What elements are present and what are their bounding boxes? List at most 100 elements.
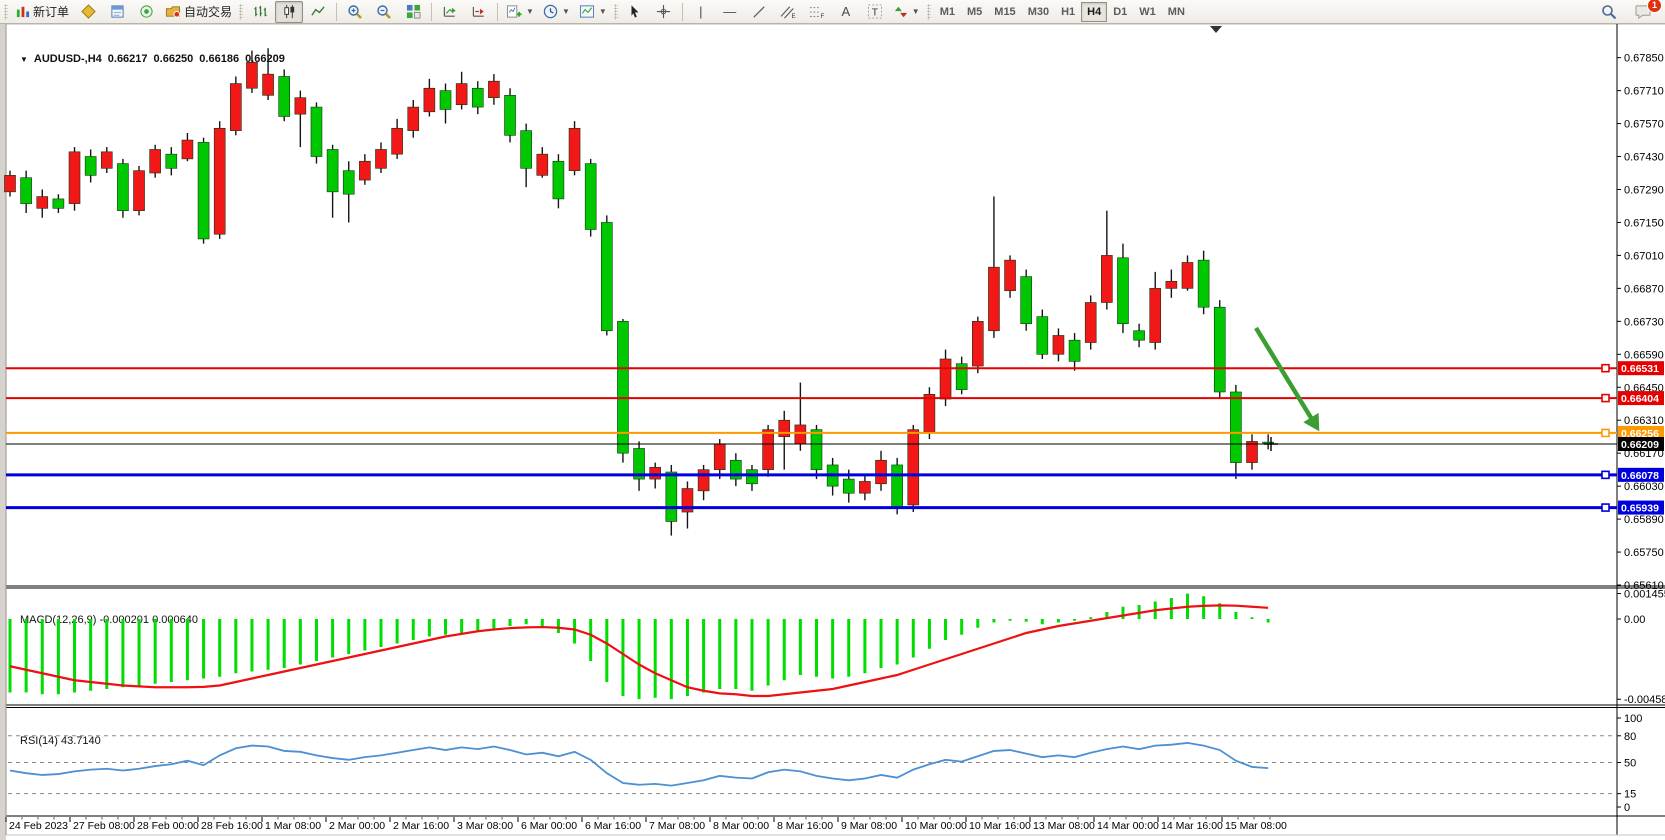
trendline-icon <box>753 5 765 18</box>
timeframe-mn-button[interactable]: MN <box>1167 5 1185 18</box>
line-handle[interactable] <box>1601 393 1610 403</box>
candle <box>294 97 307 115</box>
candle <box>1117 257 1129 324</box>
hline-icon: — <box>723 4 737 19</box>
candle-chart-type-button[interactable] <box>275 0 304 23</box>
macd-signal-line <box>9 604 1269 698</box>
price-tick-label: 0.67710 <box>1624 86 1664 98</box>
chart-shift-button[interactable] <box>465 1 493 23</box>
candle <box>988 266 1000 332</box>
timeframe-w1-button[interactable]: W1 <box>1139 5 1156 18</box>
crosshair-icon <box>657 4 671 19</box>
candle <box>342 170 355 195</box>
price-tick-label: 0.65750 <box>1624 547 1664 559</box>
timeframe-m5-button[interactable]: M5 <box>967 5 983 18</box>
collapse-arrow-icon[interactable]: ▼ <box>20 54 28 64</box>
candle <box>165 153 178 169</box>
toolbar-grip[interactable] <box>4 3 8 20</box>
candle <box>84 156 97 176</box>
chart-shift-marker[interactable] <box>1210 26 1222 33</box>
timeframe-d1-button[interactable]: D1 <box>1113 5 1128 18</box>
time-tick-label: 2 Mar 16:00 <box>393 820 449 832</box>
price-tick-label: 0.65890 <box>1624 514 1664 526</box>
line-handle[interactable] <box>1601 470 1610 480</box>
rsi-line <box>9 742 1269 787</box>
toolbar-grip[interactable] <box>926 3 931 20</box>
price-tick-label: 0.67290 <box>1624 184 1664 196</box>
label-tool-button[interactable]: T <box>861 1 889 23</box>
trendline-tool-button[interactable] <box>745 1 773 23</box>
chart-title: ▼ AUDUSD-,H4 0.66217 0.66250 0.66186 0.6… <box>20 53 285 65</box>
rsi-axis-label: 100 <box>1624 713 1642 725</box>
candle <box>617 321 629 454</box>
zoom-in-button[interactable] <box>341 1 369 23</box>
candle <box>778 419 791 438</box>
channel-tool-button[interactable]: E <box>774 1 802 23</box>
time-tick-label: 9 Mar 08:00 <box>841 820 897 832</box>
candle <box>1149 288 1162 343</box>
crosshair-tool-button[interactable] <box>650 1 678 23</box>
rsi-axis-label: 0 <box>1624 802 1630 814</box>
zoom-out-button[interactable] <box>370 1 398 23</box>
hline-tool-button[interactable]: — <box>716 1 744 23</box>
ohlc-open: 0.66217 <box>107 53 148 65</box>
toolbar-grip[interactable] <box>239 3 244 20</box>
vline-tool-button[interactable]: | <box>687 1 715 23</box>
time-tick-label: 28 Feb 16:00 <box>201 820 263 832</box>
text-tool-button[interactable]: A <box>832 1 860 23</box>
candle <box>1020 276 1032 324</box>
price-badge-label: 0.65939 <box>1621 503 1659 515</box>
timeframe-m1-button[interactable]: M1 <box>939 5 955 18</box>
toolbar-grip[interactable] <box>613 3 618 20</box>
timeframe-m15-button[interactable]: M15 <box>994 5 1016 18</box>
auto-scroll-icon <box>443 6 456 17</box>
period-button[interactable]: ▼ <box>539 1 574 23</box>
search-button[interactable] <box>1595 1 1623 23</box>
candle <box>310 106 323 157</box>
trend-arrow-annotation[interactable] <box>1254 326 1315 423</box>
line-handle[interactable] <box>1601 363 1610 373</box>
line-chart-type-button[interactable] <box>304 1 332 23</box>
tile-windows-button[interactable] <box>399 1 427 23</box>
bar-chart-type-button[interactable] <box>246 1 274 23</box>
notifications-button[interactable]: 1 <box>1629 0 1662 23</box>
time-tick-label: 13 Mar 08:00 <box>1033 820 1095 832</box>
timeframe-h4-button[interactable]: H4 <box>1081 1 1108 22</box>
candle <box>213 127 226 235</box>
candle <box>246 62 258 89</box>
timeframe-h1-button[interactable]: H1 <box>1061 5 1076 18</box>
candle <box>584 163 597 230</box>
shapes-tool-button[interactable]: ▼ <box>890 1 924 23</box>
trend-arrow-head[interactable] <box>1303 412 1320 432</box>
candle <box>552 160 565 200</box>
price-badge-label: 0.66256 <box>1621 428 1659 440</box>
new-order-button[interactable]: 新订单 <box>11 1 73 23</box>
auto-scroll-button[interactable] <box>436 1 464 23</box>
time-tick-label: 28 Feb 00:00 <box>137 820 199 832</box>
svg-text:T: T <box>872 7 879 18</box>
market-watch-button[interactable] <box>74 1 102 23</box>
add-indicator-button[interactable]: ▼ <box>502 1 538 23</box>
timeframe-m30-button[interactable]: M30 <box>1027 5 1050 18</box>
autotrade-button[interactable]: 自动交易 <box>161 1 236 23</box>
candle <box>1197 259 1210 308</box>
fibonacci-tool-button[interactable]: F <box>803 1 831 23</box>
template-button[interactable]: ▼ <box>575 1 611 23</box>
zoom-out-icon <box>377 4 391 19</box>
line-handle[interactable] <box>1601 503 1610 512</box>
price-badge <box>1618 437 1664 451</box>
price-tick-label: 0.66310 <box>1624 415 1664 427</box>
candle <box>971 321 984 367</box>
time-tick-label: 8 Mar 00:00 <box>713 820 769 832</box>
tile-windows-icon <box>406 4 421 19</box>
time-tick-label: 10 Mar 16:00 <box>969 820 1031 832</box>
cursor-tool-button[interactable] <box>621 1 649 23</box>
price-badge-label: 0.66209 <box>1621 439 1659 451</box>
navigator-button[interactable] <box>132 1 160 23</box>
line-handle[interactable] <box>1601 428 1610 438</box>
candle <box>4 175 16 193</box>
candle <box>1084 302 1097 343</box>
time-tick-label: 3 Mar 08:00 <box>457 820 513 832</box>
data-window-button[interactable] <box>103 1 131 23</box>
